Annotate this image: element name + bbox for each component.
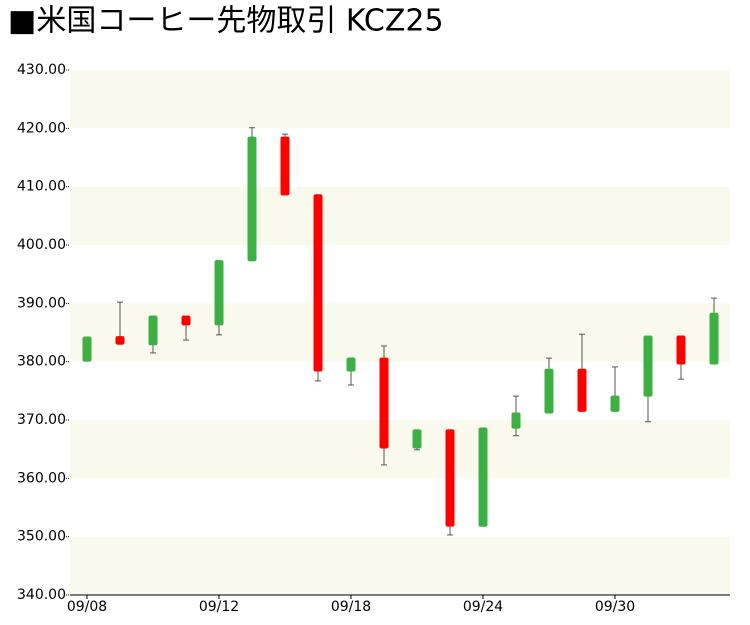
y-tick-label: 340.00 — [17, 587, 66, 603]
y-tick-label: 420.00 — [17, 120, 66, 136]
band — [70, 303, 730, 362]
x-tick-label: 09/24 — [463, 599, 503, 615]
candle-body — [643, 335, 653, 397]
band — [70, 186, 730, 245]
x-tick-label: 09/30 — [595, 599, 635, 615]
candle-body — [148, 315, 158, 346]
candle-body — [247, 136, 257, 262]
chart-title: ■米国コーヒー先物取引 KCZ25 — [8, 4, 444, 39]
candle-body — [379, 357, 389, 449]
y-tick-label: 350.00 — [17, 529, 66, 545]
candle-body — [280, 136, 290, 196]
candle-body — [214, 260, 224, 326]
y-tick-label: 430.00 — [17, 62, 66, 78]
candle-body — [709, 312, 719, 365]
y-tick-label: 390.00 — [17, 295, 66, 311]
candle-body — [511, 412, 521, 429]
candle-body — [115, 336, 125, 345]
x-tick-label: 09/18 — [331, 599, 371, 615]
candle-body — [82, 336, 92, 362]
band — [70, 420, 730, 479]
candle-body — [346, 357, 356, 372]
band — [70, 536, 730, 595]
candle-body — [544, 368, 554, 414]
x-tick-label: 09/08 — [67, 599, 107, 615]
candle-body — [610, 395, 620, 412]
y-tick-label: 360.00 — [17, 470, 66, 486]
band — [70, 70, 730, 129]
candle-body — [313, 194, 323, 372]
candle-body — [478, 427, 488, 527]
candle-body — [577, 368, 587, 412]
y-tick-label: 410.00 — [17, 179, 66, 195]
x-tick-label: 09/12 — [199, 599, 239, 615]
candle-body — [676, 335, 686, 365]
candle-body — [181, 315, 191, 326]
y-tick-label: 400.00 — [17, 237, 66, 253]
candle-body — [445, 429, 455, 527]
candle-body — [412, 429, 422, 449]
y-tick-label: 370.00 — [17, 412, 66, 428]
y-tick-label: 380.00 — [17, 354, 66, 370]
